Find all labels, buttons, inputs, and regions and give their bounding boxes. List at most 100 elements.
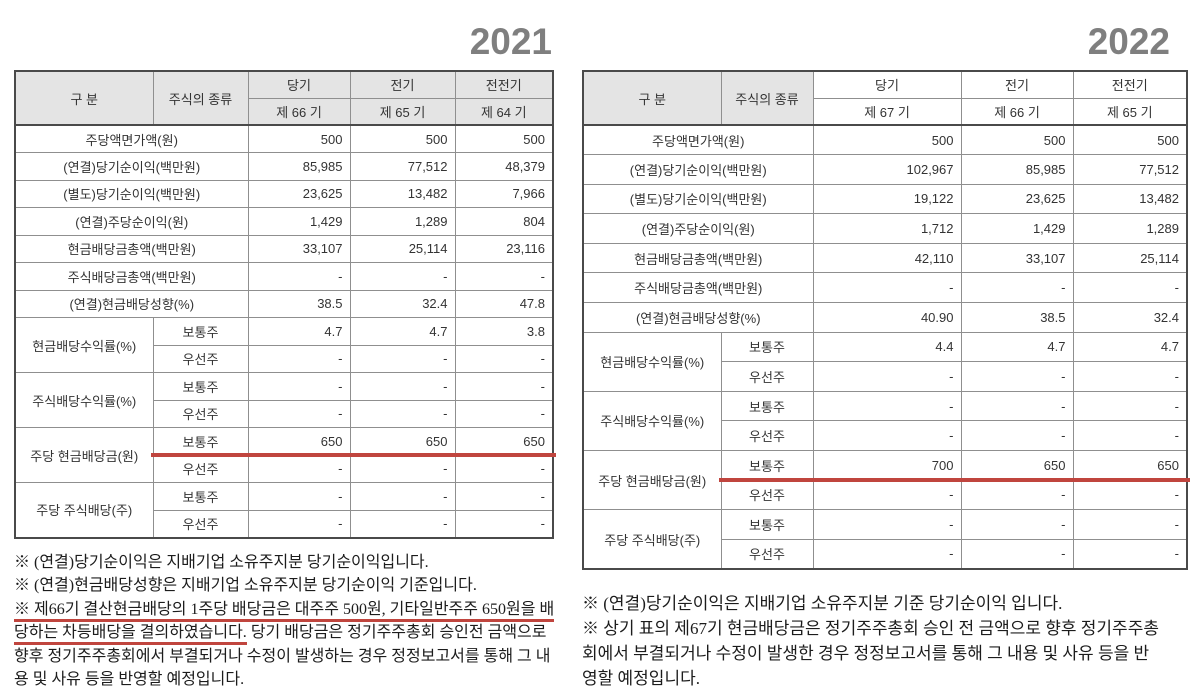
value-cell: -	[349, 344, 456, 373]
column-header-share-type: 주식의 종류	[152, 70, 249, 126]
row-label-cell: (연결)주당순이익(원)	[14, 207, 249, 236]
share-type-cell: 보통주	[152, 372, 249, 401]
value-cell: 650	[454, 427, 554, 456]
value-cell: -	[349, 454, 456, 483]
value-cell: -	[812, 509, 962, 540]
row-label-cell: 현금배당수익률(%)	[14, 317, 154, 373]
value-cell: -	[1072, 361, 1188, 392]
value-cell: 500	[1072, 124, 1188, 156]
table-row: 주당 주식배당(주) 보통주 - - -	[582, 509, 1188, 570]
table-row: 주당액면가액(원) 500 500 500	[14, 124, 554, 153]
value-cell: -	[812, 361, 962, 392]
value-cell: 500	[454, 124, 554, 153]
value-cell: 500	[960, 124, 1074, 156]
value-cell: -	[454, 454, 554, 483]
table-row: 우선주 - - -	[15, 399, 554, 428]
value-cell: 33,107	[960, 242, 1074, 274]
column-header-period: 당기	[812, 70, 962, 99]
footnote-text-underlined: ※ 제66기 결산현금배당의 1주당 배당금은 대주주 500원, 기타일반주주…	[14, 600, 555, 622]
table-row: 주식배당금총액(백만원) - - -	[582, 272, 1188, 304]
table-row: 주당 주식배당(주) 보통주 - - -	[14, 482, 554, 538]
table-row: 우선주 - - -	[15, 509, 554, 538]
footnote-text-underlined: 당하는 차등배당을 결의하였습니다.	[14, 624, 247, 645]
share-type-cell: 우선주	[720, 420, 814, 452]
footnote-line: ※ 상기 표의 제67기 현금배당금은 정기주주총회 승인 전 금액으로 향후 …	[582, 616, 1186, 641]
value-cell: 500	[349, 124, 456, 153]
share-type-cell: 우선주	[152, 509, 249, 538]
table-header: 구 분 주식의 종류 당기 전기 전전기 제 67 기 제 66 기 제 65 …	[582, 70, 1188, 126]
row-label-cell: (연결)현금배당성향(%)	[582, 302, 814, 333]
row-label-cell: 주식배당수익률(%)	[14, 372, 154, 428]
value-cell: -	[960, 420, 1074, 452]
footnote-line: 영할 예정입니다.	[582, 666, 1186, 691]
value-cell: 3.8	[454, 317, 554, 346]
value-cell: -	[960, 509, 1074, 540]
table-row: (별도)당기순이익(백만원) 19,122 23,625 13,482	[582, 183, 1188, 215]
red-underline-annotation	[151, 453, 556, 457]
row-label-cell: 주식배당금총액(백만원)	[582, 272, 814, 304]
value-cell: 500	[247, 124, 351, 153]
table-row: (연결)현금배당성향(%) 40.90 38.5 32.4	[582, 302, 1188, 333]
row-label-cell: 주당 현금배당금(원)	[582, 450, 722, 511]
column-header-category: 구 분	[582, 70, 722, 126]
value-cell: 500	[812, 124, 962, 156]
column-header-category: 구 분	[14, 70, 154, 126]
row-label-cell: 주당 주식배당(주)	[582, 509, 722, 570]
value-cell: 48,379	[454, 152, 554, 181]
table-row: 현금배당금총액(백만원) 33,107 25,114 23,116	[14, 234, 554, 263]
value-cell: 25,114	[349, 234, 456, 263]
share-type-cell: 우선주	[152, 344, 249, 373]
value-cell: 4.7	[960, 331, 1074, 363]
column-header-period: 전기	[349, 70, 456, 99]
value-cell: 650	[1072, 450, 1188, 481]
footnote-text: 당기 배당금은 정기주주총회 승인전 금액으로	[246, 624, 547, 641]
value-cell: -	[1072, 509, 1188, 540]
table-row: (연결)현금배당성향(%) 38.5 32.4 47.8	[14, 289, 554, 318]
footnote-line: 용 및 사유 등을 반영할 예정입니다.	[14, 668, 552, 692]
row-label-cell: 주식배당금총액(백만원)	[14, 262, 249, 291]
value-cell: 102,967	[812, 154, 962, 185]
value-cell: 19,122	[812, 183, 962, 215]
value-cell: -	[454, 509, 554, 538]
value-cell: 32.4	[349, 289, 456, 318]
table-row: (별도)당기순이익(백만원) 23,625 13,482 7,966	[14, 179, 554, 208]
column-header-period-sub: 제 64 기	[454, 97, 554, 126]
value-cell: -	[812, 272, 962, 304]
footnote-line: 회에서 부결되거나 수정이 발생한 경우 정정보고서를 통해 그 내용 및 사유…	[582, 641, 1186, 666]
value-cell: 23,625	[960, 183, 1074, 215]
value-cell: -	[454, 344, 554, 373]
table-row: (연결)주당순이익(원) 1,712 1,429 1,289	[582, 213, 1188, 244]
row-label-cell: (별도)당기순이익(백만원)	[582, 183, 814, 215]
table-row: 현금배당수익률(%) 보통주 4.7 4.7 3.8	[14, 317, 554, 373]
column-header-period-sub: 제 65 기	[349, 97, 456, 126]
value-cell: -	[349, 482, 456, 511]
table-row: 현금배당금총액(백만원) 42,110 33,107 25,114	[582, 242, 1188, 274]
value-cell: 33,107	[247, 234, 351, 263]
table-row: 주당 현금배당금(원) 보통주 700 650 650	[582, 450, 1188, 511]
value-cell: 650	[349, 427, 456, 456]
value-cell: 4.7	[247, 317, 351, 346]
table-row: 우선주 - - -	[583, 361, 1188, 392]
footnote-line: ※ (연결)당기순이익은 지배기업 소유주지분 기준 당기순이익 입니다.	[582, 591, 1186, 616]
value-cell: -	[812, 538, 962, 570]
row-label-cell: 주당 주식배당(주)	[14, 482, 154, 538]
red-underline-annotation	[719, 478, 1190, 482]
value-cell: 804	[454, 207, 554, 236]
share-type-cell: 보통주	[720, 450, 814, 481]
share-type-cell: 우선주	[152, 454, 249, 483]
value-cell: -	[349, 399, 456, 428]
value-cell: 700	[812, 450, 962, 481]
value-cell: 1,429	[960, 213, 1074, 244]
footnote-line: ※ (연결)현금배당성향은 지배기업 소유주지분 당기순이익 기준입니다.	[14, 574, 552, 598]
value-cell: 77,512	[349, 152, 456, 181]
column-header-period: 전기	[960, 70, 1074, 99]
column-header-share-type: 주식의 종류	[720, 70, 814, 126]
table-row: 우선주 - - -	[583, 420, 1188, 452]
footnote-text: 향후 정기주주총회에서 부결되거나 수정이 발생하는 경우 정정보고서를 통해 …	[14, 647, 551, 665]
value-cell: 23,625	[247, 179, 351, 208]
value-cell: 32.4	[1072, 302, 1188, 333]
column-header-period: 전전기	[454, 70, 554, 99]
table-header: 구 분 주식의 종류 당기 전기 전전기 제 66 기 제 65 기 제 64 …	[14, 70, 554, 126]
value-cell: -	[1072, 479, 1188, 511]
value-cell: -	[1072, 420, 1188, 452]
